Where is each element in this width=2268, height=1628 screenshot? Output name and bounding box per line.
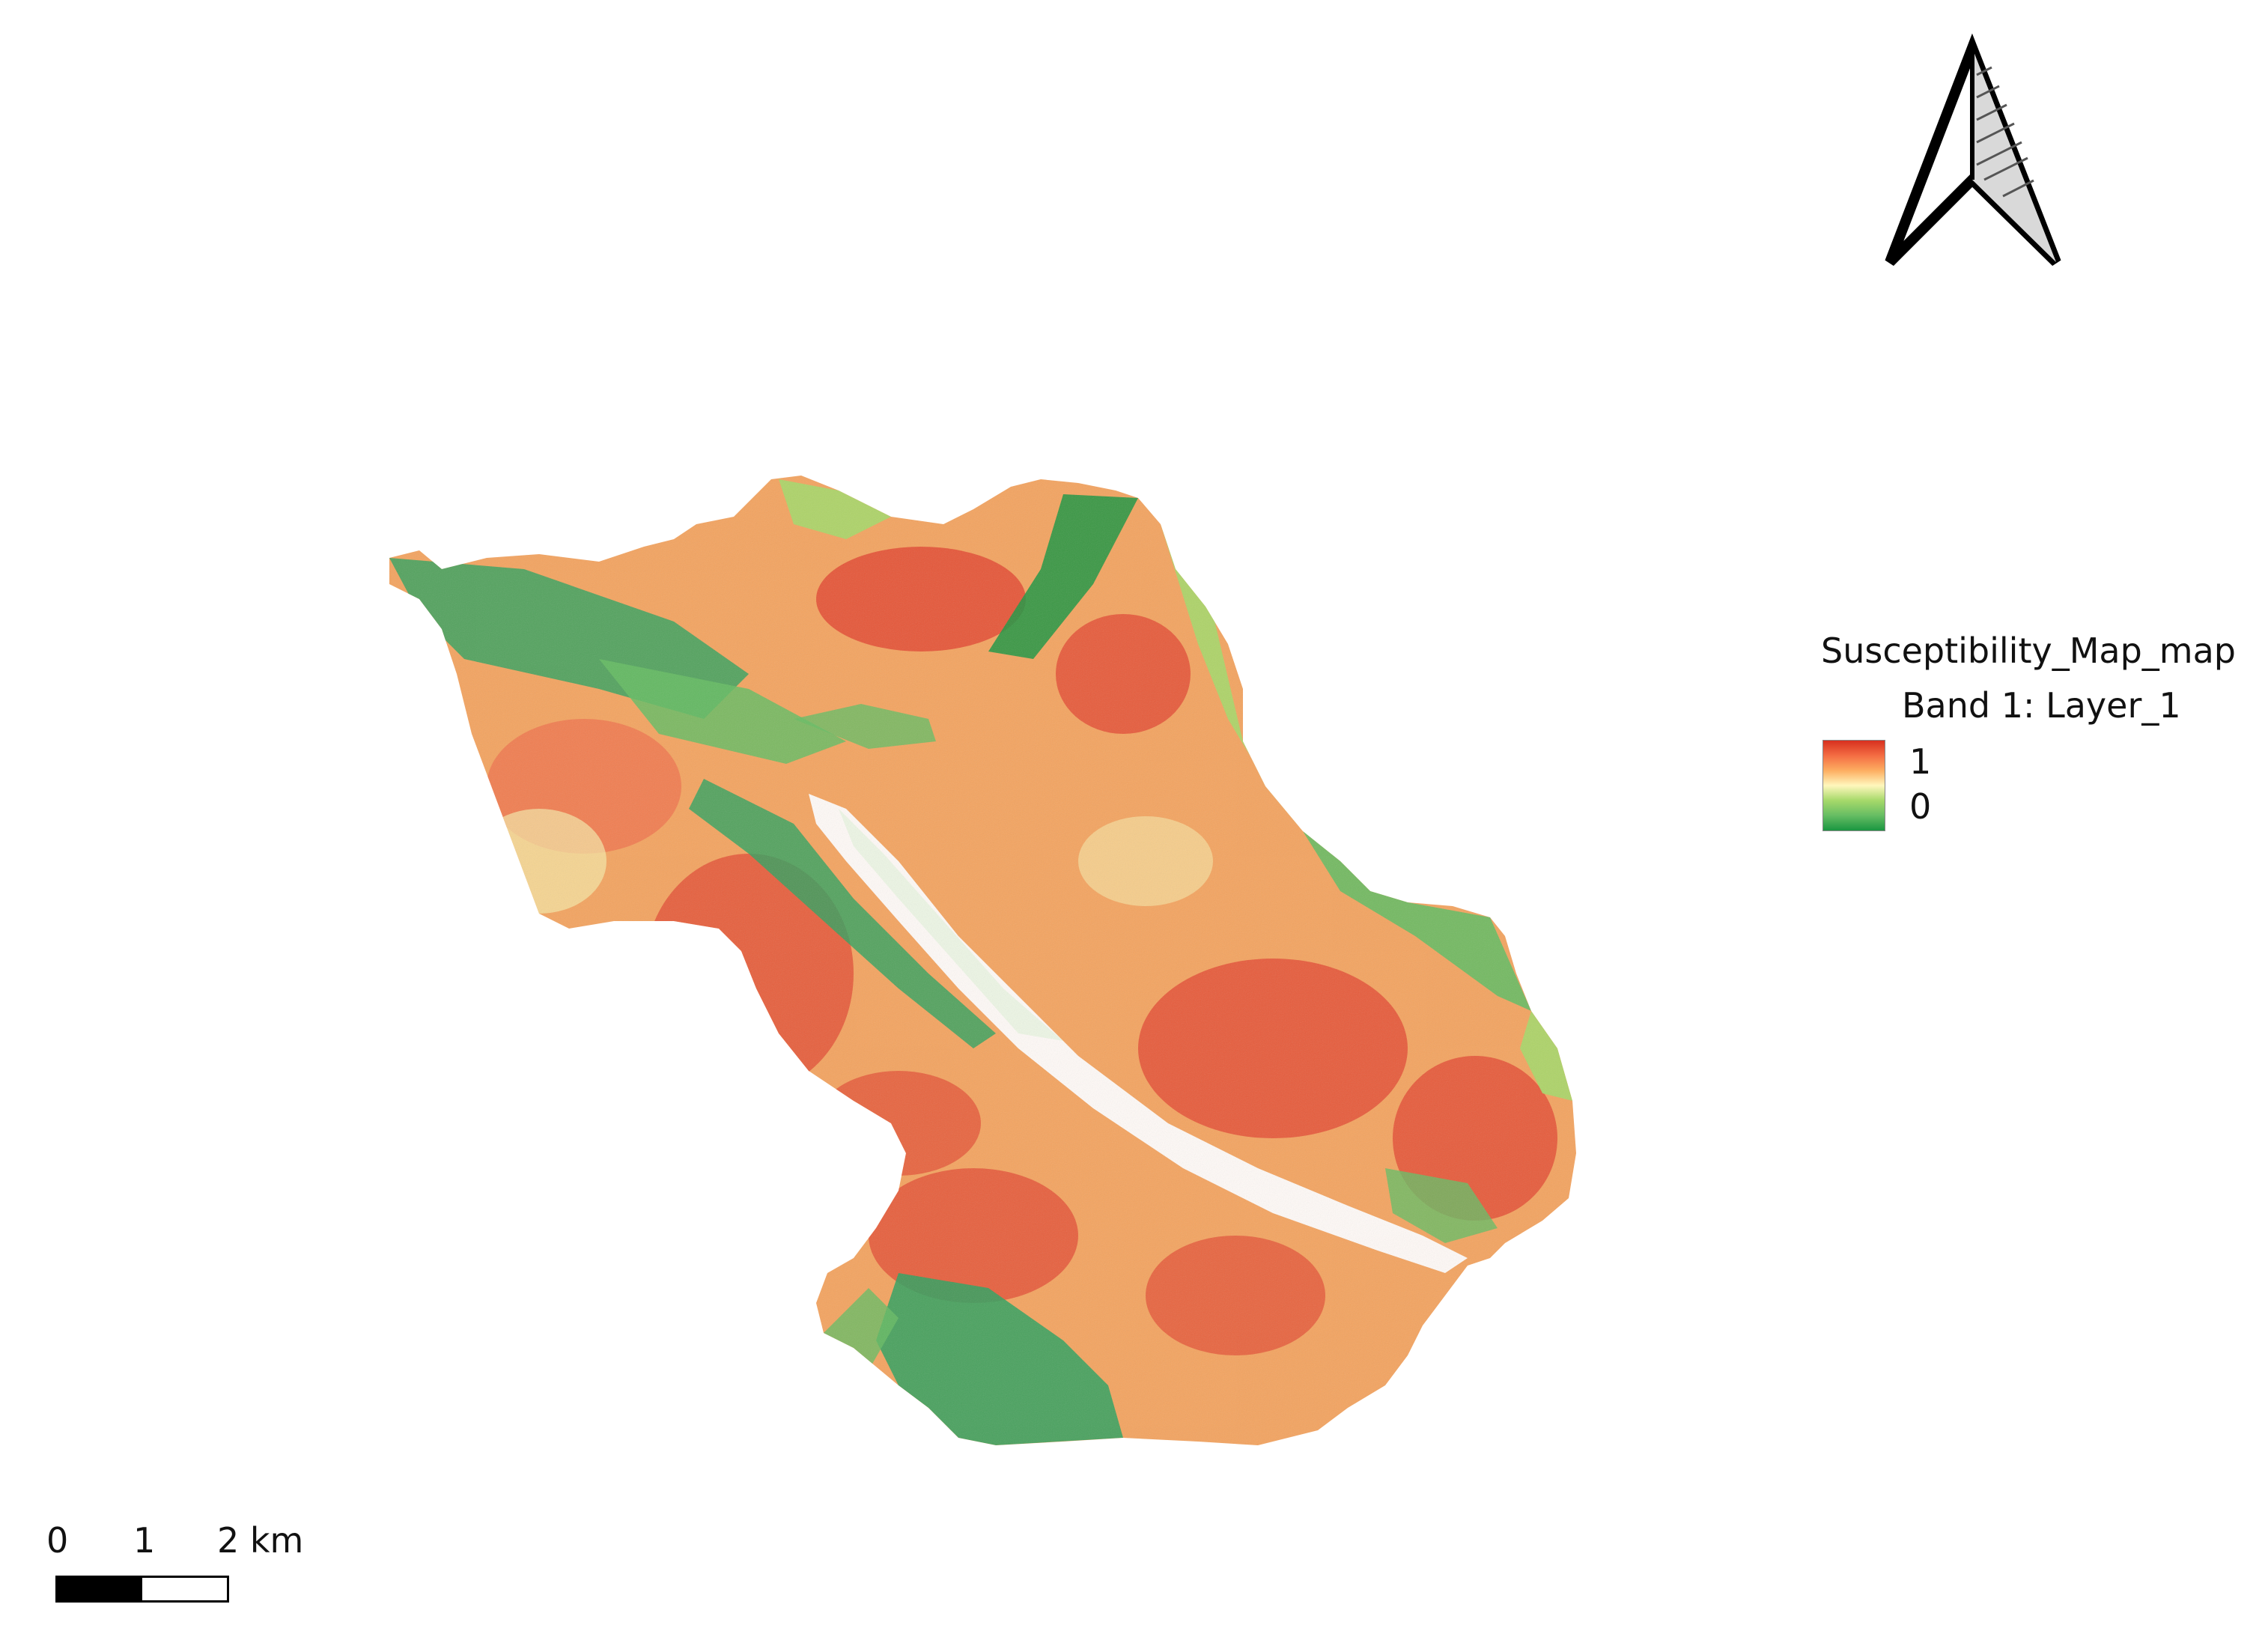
scale-bar-segment-white: [142, 1578, 227, 1600]
scale-label-0: 0: [46, 1520, 69, 1561]
susceptibility-raster: [389, 476, 1576, 1445]
legend-color-ramp: [1822, 740, 1885, 831]
legend-min-label: 0: [1909, 786, 1932, 827]
legend-title: Susceptibility_Map_map: [1821, 631, 2236, 671]
north-arrow-icon: [1885, 33, 2061, 266]
legend-band-label: Band 1: Layer_1: [1902, 685, 2181, 726]
legend-max-label: 1: [1909, 741, 1932, 782]
scale-bar: [55, 1576, 229, 1603]
scale-label-1: 1: [133, 1520, 156, 1561]
scale-label-2: 2 km: [217, 1520, 304, 1561]
scale-bar-segment-black: [58, 1578, 142, 1600]
